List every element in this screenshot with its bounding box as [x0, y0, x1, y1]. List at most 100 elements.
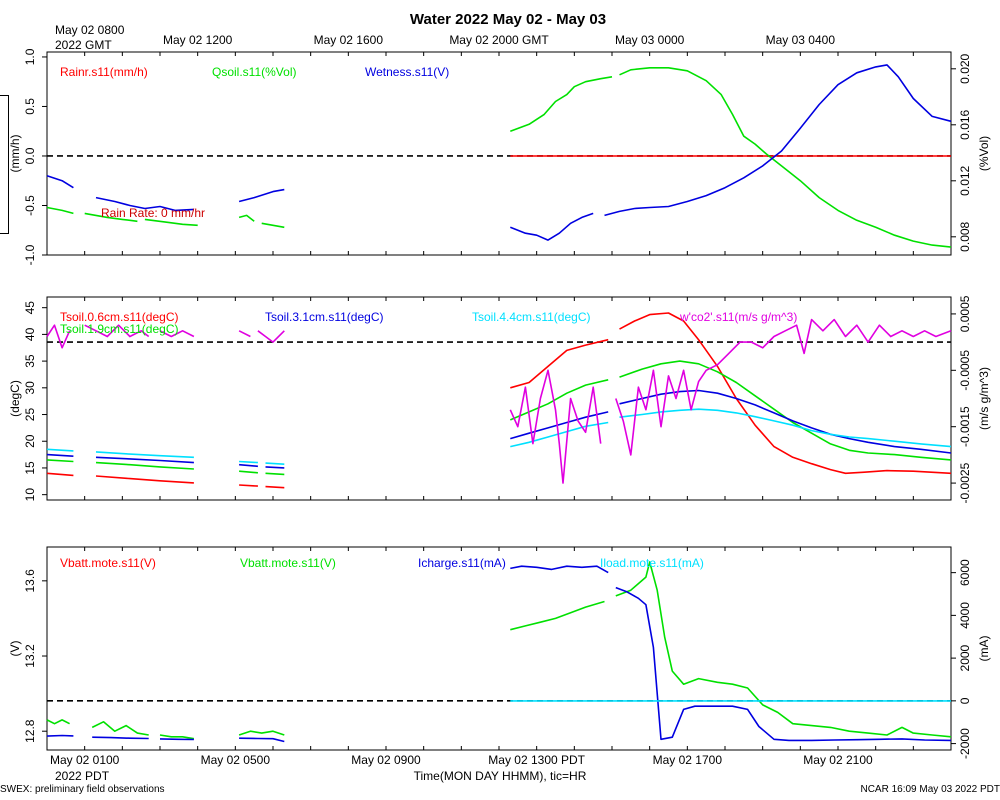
y-right-axis-label: (m/s g/m^3) [977, 367, 991, 430]
y-left-tick-label: 1.0 [23, 48, 37, 65]
y-right-tick-label: -2000 [958, 728, 972, 759]
y-right-tick-label: 0.012 [958, 165, 972, 195]
y-right-tick-label: 2000 [958, 644, 972, 671]
series-line [619, 408, 952, 448]
y-right-tick-label: -0.0005 [958, 350, 972, 391]
series-line [615, 318, 952, 456]
top-axis-tick-label: May 03 0000 [615, 33, 685, 47]
legend-entry: Iload.mote.s11(mA) [600, 556, 704, 570]
footer-left: SWEX: preliminary field observations [0, 784, 165, 795]
y-left-axis-label: (degC) [8, 380, 22, 417]
series-line [265, 472, 285, 476]
top-axis-tick-label: May 02 2000 GMT [449, 33, 549, 47]
legend-entry: w'co2'.s11(m/s g/m^3) [679, 310, 797, 324]
series-line [84, 212, 138, 223]
y-left-tick-label: -1.0 [23, 244, 37, 265]
rain-rate-annotation: Rain Rate: 0 mm/hr [101, 206, 205, 220]
bottom-axis-year-label: 2022 PDT [55, 769, 110, 783]
series-line [46, 734, 74, 737]
series-line [615, 561, 952, 738]
legend-entry: Tsoil.4.4cm.s11(degC) [472, 310, 591, 324]
series-line [239, 470, 258, 474]
series-line [615, 586, 952, 742]
y-right-tick-label: 0.0005 [958, 295, 972, 332]
plot-frame [46, 546, 952, 751]
series-line [510, 338, 609, 389]
x-axis-title: Time(MON DAY HHMM), tic=HR [414, 769, 587, 783]
y-left-tick-label: 13.2 [23, 644, 37, 668]
series-Vbatt.mote.s11(V) [46, 561, 952, 740]
footer-right: NCAR 16:09 May 03 2022 PDT [860, 784, 1000, 795]
legend-entry: Vbatt.mote.s11(V) [60, 556, 156, 570]
y-right-tick-label: 0.008 [958, 221, 972, 251]
bottom-axis-tick-label: May 02 0100 [50, 753, 120, 767]
series-line [265, 462, 285, 465]
legend-entry: Vbatt.mote.s11(V) [240, 556, 336, 570]
series-line [619, 312, 952, 475]
series-line [238, 214, 255, 222]
series-line [257, 330, 285, 343]
series-line [46, 175, 74, 189]
y-left-tick-label: 30 [23, 381, 37, 395]
y-left-tick-label: 15 [23, 461, 37, 475]
series-line [510, 421, 609, 448]
y-left-tick-label: 0.5 [23, 98, 37, 115]
side-bracket [0, 95, 9, 234]
legend-entry: Rainr.s11(mm/h) [60, 65, 148, 79]
series-line [510, 76, 613, 132]
series-Qsoil.s11(%Vol) [46, 67, 952, 248]
series-Tsoil.4.4cm.s11(degC) [46, 408, 952, 465]
panel-power: 12.8 13.2 13.6 (V) -2000 0 2000 4000 6000 (mA) Vba… [8, 546, 991, 759]
top-axis-start-label: May 02 0800 [55, 23, 125, 37]
series-line [95, 456, 194, 464]
series-line [510, 600, 605, 631]
series-line [159, 734, 195, 740]
series-line [238, 330, 251, 338]
series-line [509, 379, 609, 421]
series-line [509, 369, 602, 484]
legend-entry: Tsoil.0.6cm.s11(degC) [60, 310, 179, 324]
bottom-axis-tick-label: May 02 0500 [201, 753, 271, 767]
series-line [46, 719, 70, 725]
y-left-tick-label: 40 [23, 327, 37, 341]
series-line [95, 475, 194, 484]
bottom-axis-tick-label: May 02 0900 [351, 753, 421, 767]
series-line [46, 206, 74, 215]
top-axis-tick-label: May 02 1200 [163, 33, 233, 47]
series-line [95, 196, 194, 212]
series-Tsoil.1.9cm.s11(degC) [46, 360, 952, 476]
panel-water: -1.0 -0.5 0.0 0.5 1.0 (mm/h) 0.008 0.012 0.016 0.… [8, 48, 991, 265]
series-line [619, 360, 952, 461]
legend-entry: Tsoil.1.9cm.s11(degC) [60, 322, 179, 336]
panels: -1.0 -0.5 0.0 0.5 1.0 (mm/h) 0.008 0.012 0.016 0.… [8, 48, 991, 759]
series-line [239, 737, 285, 743]
series-line [604, 64, 952, 217]
series-line [46, 453, 74, 457]
series-line [265, 485, 285, 489]
series-line [239, 463, 258, 468]
y-left-tick-label: 25 [23, 408, 37, 422]
series-Wetness.s11(V) [46, 64, 952, 241]
y-left-axis-label: (V) [8, 641, 22, 657]
y-left-tick-label: 12.8 [23, 719, 37, 743]
y-right-tick-label: 0.020 [958, 53, 972, 83]
series-line [144, 218, 198, 227]
legend-entry: Icharge.s11(mA) [418, 556, 506, 570]
series-line [46, 448, 74, 452]
top-axis-tick-label: May 02 1600 [314, 33, 384, 47]
y-left-tick-label: 10 [23, 488, 37, 502]
series-line [95, 451, 194, 459]
series-line [619, 67, 952, 248]
y-left-tick-label: 20 [23, 434, 37, 448]
y-left-axis-label: (mm/h) [8, 135, 22, 173]
series-Tsoil.0.6cm.s11(degC) [46, 312, 952, 489]
series-line [261, 222, 285, 229]
series-line [238, 730, 285, 736]
y-left-tick-label: -0.5 [23, 195, 37, 216]
bottom-axis-tick-label: May 02 1300 PDT [488, 753, 585, 767]
panel-temperature: 10 15 20 25 30 35 40 45 (degC) -0.0025 -0.0015 -0.0… [8, 295, 991, 503]
top-axis-start-year: 2022 GMT [55, 38, 112, 52]
series-line [159, 738, 194, 741]
